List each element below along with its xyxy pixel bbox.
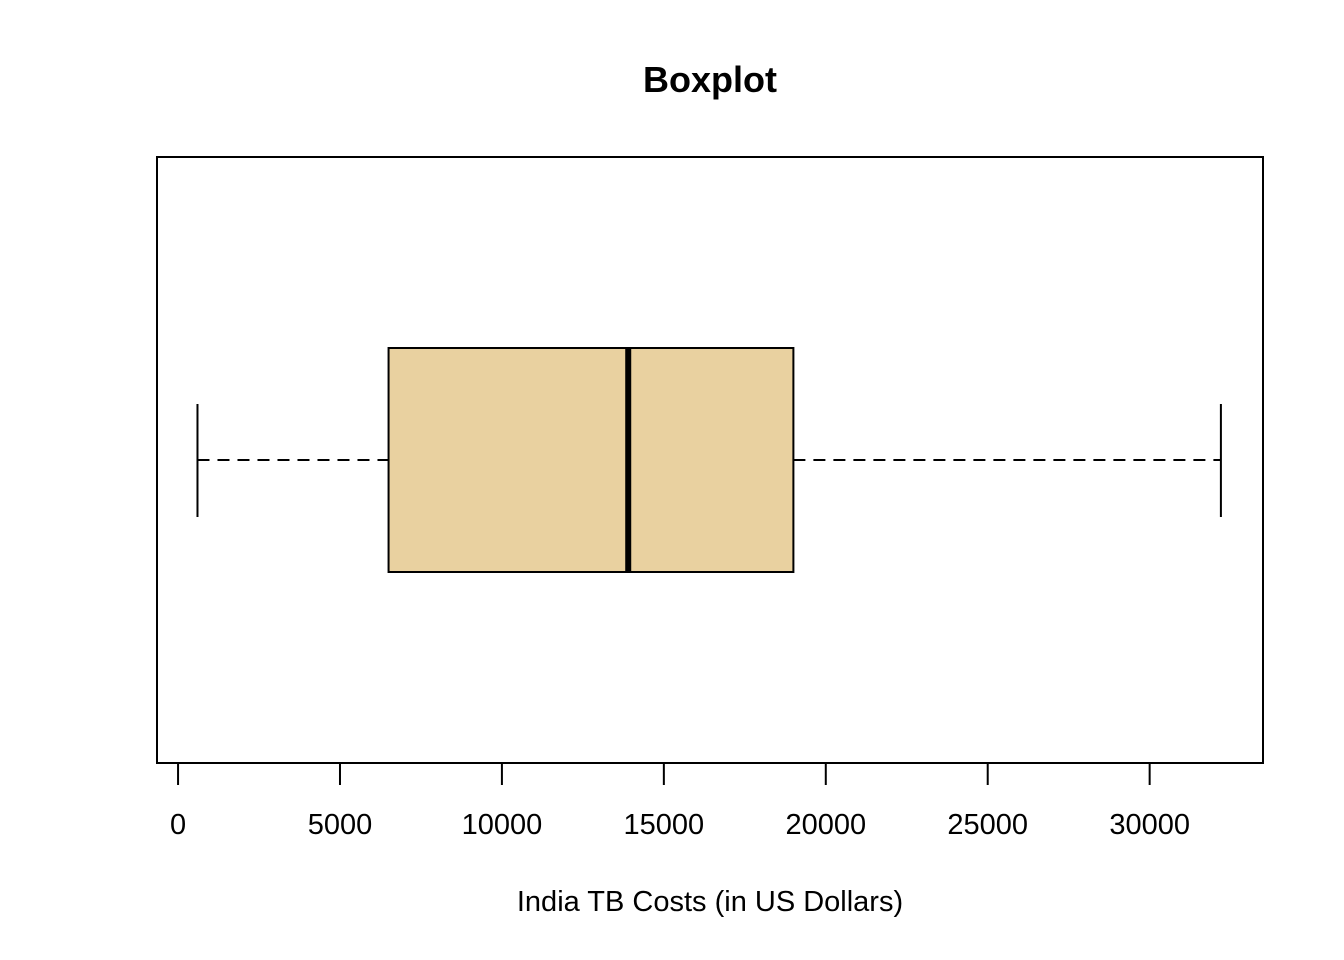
x-axis-label: India TB Costs (in US Dollars) — [517, 886, 903, 918]
x-tick-label: 0 — [170, 809, 186, 841]
x-tick-label: 25000 — [947, 809, 1028, 841]
box-and-whiskers — [196, 347, 1222, 573]
interquartile-box — [387, 347, 795, 573]
chart-title: Boxplot — [643, 59, 777, 100]
x-axis: 0 5000 10000 15000 20000 25000 30000 — [170, 762, 1190, 841]
x-tick-label: 10000 — [462, 809, 543, 841]
x-tick-label: 15000 — [624, 809, 705, 841]
x-tick-label: 20000 — [785, 809, 866, 841]
x-tick-label: 30000 — [1109, 809, 1190, 841]
x-tick-label: 5000 — [308, 809, 373, 841]
